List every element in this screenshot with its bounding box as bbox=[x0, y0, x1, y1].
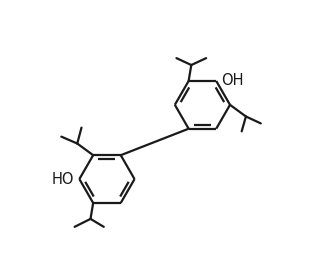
Text: HO: HO bbox=[52, 172, 74, 187]
Text: OH: OH bbox=[221, 73, 244, 88]
